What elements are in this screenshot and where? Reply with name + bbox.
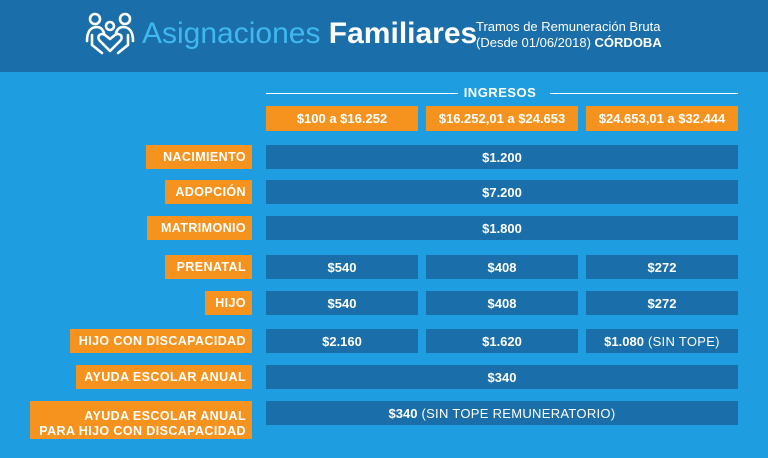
row-label-nacimiento: NACIMIENTO bbox=[146, 145, 252, 169]
value-prenatal-3-amount: $272 bbox=[647, 259, 677, 275]
row-label-matrimonio: MATRIMONIO bbox=[147, 216, 252, 240]
row-label-prenatal: PRENATAL bbox=[165, 255, 252, 279]
value-prenatal-tramo-2: $408 bbox=[426, 255, 578, 279]
value-hijo-disc-tramo-3: $1.080 (SIN TOPE) bbox=[586, 329, 738, 353]
value-hijo-disc-2-amount: $1.620 bbox=[482, 333, 522, 349]
value-hijo-tramo-1: $540 bbox=[266, 291, 418, 315]
brand-title-bold: Familiares bbox=[328, 17, 478, 50]
header-subtitle: Tramos de Remuneración Bruta (Desde 01/0… bbox=[476, 19, 662, 51]
subtitle-line-2: (Desde 01/06/2018) CÓRDOBA bbox=[476, 35, 662, 51]
value-nacimiento-amount: $1.200 bbox=[482, 149, 522, 165]
range-header-2: $16.252,01 a $24.653 bbox=[426, 106, 578, 131]
value-prenatal-1-amount: $540 bbox=[327, 259, 357, 275]
value-adopcion-amount: $7.200 bbox=[482, 184, 522, 200]
row-label-ayuda-escolar-disc-line-2: PARA HIJO CON DISCAPACIDAD bbox=[39, 424, 246, 438]
value-matrimonio: $1.800 bbox=[266, 216, 738, 240]
row-label-adopcion: ADOPCIÓN bbox=[165, 180, 252, 204]
value-hijo-disc-tramo-1: $2.160 bbox=[266, 329, 418, 353]
brand-title: Asignaciones Familiares bbox=[142, 14, 477, 54]
value-hijo-tramo-2: $408 bbox=[426, 291, 578, 315]
value-hijo-1-amount: $540 bbox=[327, 295, 357, 311]
header-bar: Asignaciones Familiares Tramos de Remune… bbox=[0, 0, 768, 72]
value-hijo-2-amount: $408 bbox=[487, 295, 517, 311]
row-label-hijo: HIJO bbox=[205, 291, 252, 315]
value-ayuda-escolar-disc-note: (SIN TOPE REMUNERATORIO) bbox=[421, 405, 616, 421]
value-prenatal-tramo-1: $540 bbox=[266, 255, 418, 279]
value-ayuda-escolar: $340 bbox=[266, 365, 738, 389]
value-prenatal-2-amount: $408 bbox=[487, 259, 517, 275]
value-nacimiento: $1.200 bbox=[266, 145, 738, 169]
value-hijo-disc-3-note: (SIN TOPE) bbox=[647, 333, 720, 349]
value-matrimonio-amount: $1.800 bbox=[482, 220, 522, 236]
row-label-ayuda-escolar-discapacidad: AYUDA ESCOLAR ANUAL PARA HIJO CON DISCAP… bbox=[30, 401, 252, 439]
ingresos-divider-right bbox=[550, 93, 738, 94]
value-adopcion: $7.200 bbox=[266, 180, 738, 204]
brand-title-light: Asignaciones bbox=[142, 17, 321, 50]
value-hijo-disc-tramo-2: $1.620 bbox=[426, 329, 578, 353]
value-prenatal-tramo-3: $272 bbox=[586, 255, 738, 279]
value-hijo-disc-3-amount: $1.080 bbox=[604, 333, 644, 349]
range-header-3: $24.653,01 a $32.444 bbox=[586, 106, 738, 131]
subtitle-date: (Desde 01/06/2018) bbox=[476, 35, 591, 50]
ingresos-heading: INGRESOS bbox=[463, 85, 537, 100]
subtitle-province: CÓRDOBA bbox=[594, 35, 662, 50]
value-hijo-disc-1-amount: $2.160 bbox=[322, 333, 362, 349]
value-ayuda-escolar-amount: $340 bbox=[487, 369, 517, 385]
value-hijo-3-amount: $272 bbox=[647, 295, 677, 311]
row-label-hijo-discapacidad: HIJO CON DISCAPACIDAD bbox=[70, 329, 252, 353]
row-label-ayuda-escolar: AYUDA ESCOLAR ANUAL bbox=[76, 365, 252, 389]
row-label-ayuda-escolar-disc-line-1: AYUDA ESCOLAR ANUAL bbox=[84, 409, 246, 423]
value-ayuda-escolar-disc-amount: $340 bbox=[388, 405, 418, 421]
value-ayuda-escolar-discapacidad: $340 (SIN TOPE REMUNERATORIO) bbox=[266, 401, 738, 425]
subtitle-line-1: Tramos de Remuneración Bruta bbox=[476, 19, 661, 34]
ingresos-divider-left bbox=[266, 93, 458, 94]
range-header-1: $100 a $16.252 bbox=[266, 106, 418, 131]
family-icon bbox=[85, 12, 135, 55]
value-hijo-tramo-3: $272 bbox=[586, 291, 738, 315]
